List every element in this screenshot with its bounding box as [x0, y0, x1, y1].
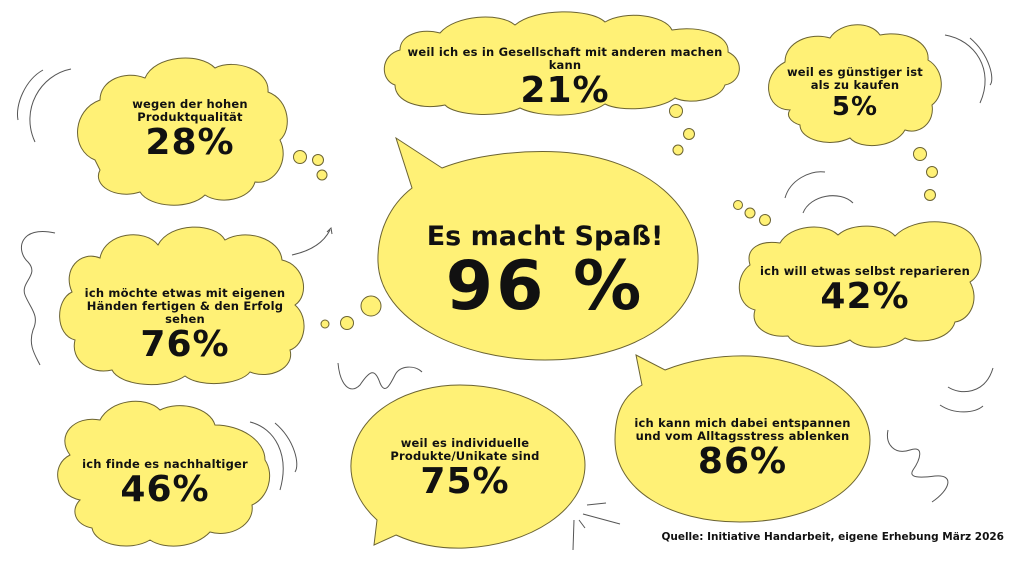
- bubble-76-text: ich möchte etwas mit eigenen Händen fert…: [70, 287, 300, 364]
- arc-doodle: [947, 367, 994, 393]
- thought-dot: [926, 166, 938, 178]
- arc-doodle: [939, 404, 984, 413]
- thought-dot: [293, 150, 307, 164]
- cloud-bubble-42: [738, 221, 982, 348]
- thought-dot: [733, 200, 743, 210]
- cloud-bubble-21: [383, 11, 740, 116]
- bubble-value: 76%: [140, 324, 230, 365]
- burst-line-doodle: [586, 502, 607, 506]
- speech-bubble-main: [377, 136, 699, 361]
- bubble-86-text: ich kann mich dabei entspannen und vom A…: [625, 417, 860, 481]
- thought-dot: [669, 104, 683, 118]
- bubble-label: ich finde es nachhaltiger: [82, 457, 248, 471]
- arc-doodle: [29, 68, 72, 143]
- thought-dot: [672, 144, 684, 156]
- bubble-label: ich möchte etwas mit eigenen Händen fert…: [84, 286, 286, 326]
- cloud-bubble-28: [77, 57, 288, 206]
- bubble-label: weil es günstiger ist als zu kaufen: [786, 65, 924, 92]
- speech-bubble-86: [614, 354, 871, 523]
- thought-dot: [744, 207, 756, 219]
- burst-line-doodle: [582, 513, 621, 525]
- thought-dot: [312, 154, 324, 166]
- arc-doodle: [969, 37, 993, 86]
- bubble-label: ich will etwas selbst reparieren: [759, 264, 971, 278]
- arrow-doodle: [291, 229, 331, 256]
- thought-dot: [340, 316, 354, 330]
- squiggle-doodle: [20, 230, 56, 366]
- bubble-value: 46%: [120, 469, 210, 510]
- arc-doodle: [784, 171, 826, 199]
- bubble-28-text: wegen der hohen Produktqualität 28%: [110, 98, 270, 162]
- thought-dot: [913, 147, 927, 161]
- arc-doodle: [274, 422, 298, 473]
- bubble-value: 42%: [820, 276, 910, 317]
- bubble-46-text: ich finde es nachhaltiger 46%: [75, 458, 255, 509]
- thought-dot: [320, 319, 330, 329]
- bubble-label: ich kann mich dabei entspannen und vom A…: [634, 416, 851, 443]
- main-value: 96 %: [445, 247, 645, 326]
- arc-doodle: [16, 69, 44, 121]
- bubble-label: weil es individuelle Produkte/Unikate si…: [390, 436, 540, 463]
- thought-dot: [316, 169, 328, 181]
- bubble-value: 75%: [420, 461, 510, 502]
- thought-dot: [360, 295, 382, 317]
- arc-doodle: [249, 421, 284, 491]
- doodles: [16, 34, 994, 551]
- bubble-label: wegen der hohen Produktqualität: [132, 97, 248, 124]
- bubble-42-text: ich will etwas selbst reparieren 42%: [755, 265, 975, 316]
- main-label: Es macht Spaß!: [426, 221, 664, 252]
- bubble-75-text: weil es individuelle Produkte/Unikate si…: [370, 437, 560, 501]
- arrowhead-doodle: [326, 226, 333, 235]
- bubble-value: 28%: [145, 122, 235, 163]
- cloud-bubble-46: [57, 400, 270, 547]
- cloud-bubble-5: [768, 24, 942, 147]
- burst-line-doodle: [578, 519, 586, 529]
- bubble-value: 86%: [697, 441, 788, 482]
- arc-doodle: [802, 195, 854, 214]
- arc-doodle: [944, 34, 986, 104]
- thought-dot: [924, 189, 936, 201]
- bubble-value: 21%: [520, 70, 610, 111]
- source-caption: Quelle: Initiative Handarbeit, eigene Er…: [661, 531, 1004, 543]
- squiggle-doodle: [337, 362, 423, 390]
- thought-dot: [759, 214, 771, 226]
- cloud-bubble-76: [59, 226, 305, 386]
- bubble-value: 5%: [831, 92, 879, 122]
- speech-bubble-75: [350, 384, 586, 549]
- burst-line-doodle: [572, 519, 575, 551]
- thought-dot: [683, 128, 695, 140]
- bubble-21-text: weil ich es in Gesellschaft mit anderen …: [395, 46, 735, 110]
- main-bubble-text: Es macht Spaß! 96 %: [400, 222, 690, 322]
- squiggle-doodle: [886, 429, 949, 503]
- bubble-5-text: weil es günstiger ist als zu kaufen 5%: [785, 65, 925, 123]
- bubble-label: weil ich es in Gesellschaft mit anderen …: [407, 45, 723, 72]
